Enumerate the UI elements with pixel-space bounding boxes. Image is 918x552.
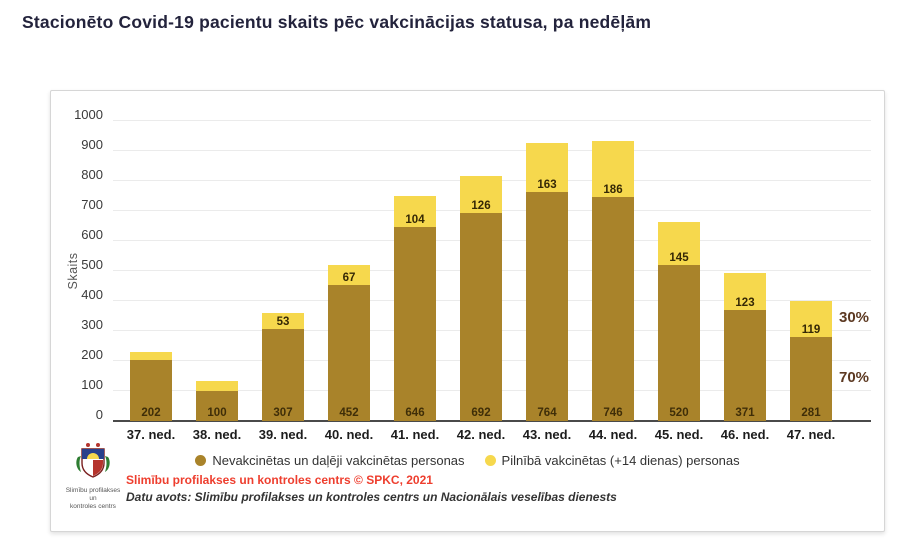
y-tick-label-1000: 1000 xyxy=(74,107,103,122)
y-tick-label-600: 600 xyxy=(81,227,103,242)
x-tick-label-47: 47. ned. xyxy=(786,427,836,442)
segment-value-label: 104 xyxy=(405,214,425,227)
y-tick-label-500: 500 xyxy=(81,257,103,272)
x-tick-label-41: 41. ned. xyxy=(390,427,440,442)
segment-vaccinated[interactable] xyxy=(790,301,832,337)
segment-unvaccinated[interactable] xyxy=(130,360,172,421)
x-tick-label-42: 42. ned. xyxy=(456,427,506,442)
segment-value-label: 186 xyxy=(603,184,623,197)
annotation-30pct: 30% xyxy=(839,309,870,326)
segment-vaccinated[interactable] xyxy=(658,221,700,265)
legend-dot-unvaccinated-icon xyxy=(195,455,207,466)
segment-unvaccinated[interactable] xyxy=(328,285,370,421)
logo-caption-line1: Slimību profilakses un xyxy=(65,487,121,502)
bar-week-41[interactable]: 646 104 xyxy=(394,196,436,421)
segment-unvaccinated[interactable] xyxy=(526,191,568,421)
segment-unvaccinated[interactable] xyxy=(262,328,304,421)
bar-week-46[interactable]: 371 123 xyxy=(724,272,766,421)
x-tick-label-39: 39. ned. xyxy=(258,427,308,442)
bar-week-42[interactable]: 692 126 xyxy=(460,175,502,421)
segment-value-label: 53 xyxy=(276,315,290,328)
spkc-logo: Slimību profilakses un kontroles centrs xyxy=(63,441,123,511)
bar-value-label: 371 xyxy=(735,407,755,419)
bar-week-43[interactable]: 764 163 xyxy=(526,142,568,421)
y-tick-label-400: 400 xyxy=(81,287,103,302)
plot-area: 0 100 200 300 400 500 600 700 800 900 1000 202 37. n… xyxy=(74,108,871,442)
bar-value-label: 281 xyxy=(801,407,821,419)
bar-week-38[interactable]: 100 xyxy=(196,380,238,421)
legend-item-unvaccinated: Nevakcinētas un daļēji vakcinētas person… xyxy=(195,453,465,468)
bar-value-label: 764 xyxy=(537,407,557,419)
segment-unvaccinated[interactable] xyxy=(658,265,700,421)
bar-value-label: 452 xyxy=(339,407,359,419)
segment-value-label: 145 xyxy=(669,252,689,264)
bar-week-40[interactable]: 452 67 xyxy=(328,265,370,421)
x-tick-label-43: 43. ned. xyxy=(522,427,572,442)
y-tick-label-800: 800 xyxy=(81,167,103,182)
bar-value-label: 307 xyxy=(273,407,293,419)
legend-dot-vaccinated-icon xyxy=(484,455,496,466)
segment-vaccinated[interactable] xyxy=(130,352,172,361)
spkc-coat-of-arms-icon xyxy=(76,443,110,478)
bar-value-label: 692 xyxy=(471,407,491,419)
segment-unvaccinated[interactable] xyxy=(724,309,766,421)
bar-value-label: 202 xyxy=(141,407,161,419)
source-data-note: Datu avots: Slimību profilakses un kontr… xyxy=(126,490,617,504)
segment-vaccinated[interactable] xyxy=(394,196,436,228)
legend-label-vaccinated: Pilnībā vakcinētas (+14 dienas) personas xyxy=(501,453,740,468)
bar-value-label: 646 xyxy=(405,407,425,419)
segment-vaccinated[interactable] xyxy=(592,141,634,198)
bar-value-label: 100 xyxy=(207,407,227,419)
segment-unvaccinated[interactable] xyxy=(196,391,238,421)
x-tick-label-40: 40. ned. xyxy=(324,427,374,442)
bar-week-47[interactable]: 281 119 xyxy=(790,301,832,421)
gridline-1000 xyxy=(113,120,871,121)
chart-card: Skaits 0 100 200 300 400 500 600 700 800 900 1000 2… xyxy=(50,90,885,532)
x-tick-label-44: 44. ned. xyxy=(588,427,638,442)
bar-week-44[interactable]: 746 186 xyxy=(592,141,634,421)
y-tick-label-300: 300 xyxy=(81,317,103,332)
legend-item-vaccinated: Pilnībā vakcinētas (+14 dienas) personas xyxy=(484,453,740,468)
x-tick-label-38: 38. ned. xyxy=(192,427,242,442)
logo-caption: Slimību profilakses un kontroles centrs xyxy=(63,487,123,511)
legend-label-unvaccinated: Nevakcinētas un daļēji vakcinētas person… xyxy=(212,453,465,468)
segment-value-label: 119 xyxy=(801,323,821,336)
segment-unvaccinated[interactable] xyxy=(592,197,634,421)
bar-week-39[interactable]: 307 53 xyxy=(262,313,304,421)
segment-value-label: 126 xyxy=(471,200,491,213)
bar-value-label: 746 xyxy=(603,407,623,419)
y-tick-label-0: 0 xyxy=(95,407,103,422)
y-tick-label-100: 100 xyxy=(81,377,103,392)
logo-caption-line2: kontroles centrs xyxy=(70,503,116,510)
bar-value-label: 520 xyxy=(669,407,689,419)
annotation-70pct: 70% xyxy=(839,369,870,386)
y-tick-label-700: 700 xyxy=(81,197,103,212)
x-axis-line xyxy=(113,420,871,422)
legend: Nevakcinētas un daļēji vakcinētas person… xyxy=(51,453,884,468)
y-tick-label-900: 900 xyxy=(81,137,103,152)
segment-vaccinated[interactable] xyxy=(724,272,766,310)
segment-value-label: 123 xyxy=(735,296,755,309)
bar-week-45[interactable]: 520 145 xyxy=(658,221,700,421)
page-title: Stacionēto Covid-19 pacientu skaits pēc … xyxy=(22,12,652,32)
segment-value-label: 163 xyxy=(537,178,557,191)
segment-vaccinated[interactable] xyxy=(196,380,238,391)
segment-vaccinated[interactable] xyxy=(526,142,568,192)
segment-vaccinated[interactable] xyxy=(328,265,370,286)
segment-unvaccinated[interactable] xyxy=(394,227,436,421)
bar-week-37[interactable]: 202 xyxy=(130,352,172,421)
source-copyright: Slimību profilakses un kontroles centrs … xyxy=(126,473,433,487)
segment-vaccinated[interactable] xyxy=(262,313,304,329)
gridline-900 xyxy=(113,150,871,151)
segment-unvaccinated[interactable] xyxy=(790,336,832,421)
x-tick-label-46: 46. ned. xyxy=(720,427,770,442)
segment-unvaccinated[interactable] xyxy=(460,213,502,421)
y-tick-label-200: 200 xyxy=(81,347,103,362)
segment-value-label: 67 xyxy=(342,272,356,285)
x-tick-label-45: 45. ned. xyxy=(654,427,704,442)
segment-vaccinated[interactable] xyxy=(460,175,502,214)
x-tick-label-37: 37. ned. xyxy=(126,427,176,442)
